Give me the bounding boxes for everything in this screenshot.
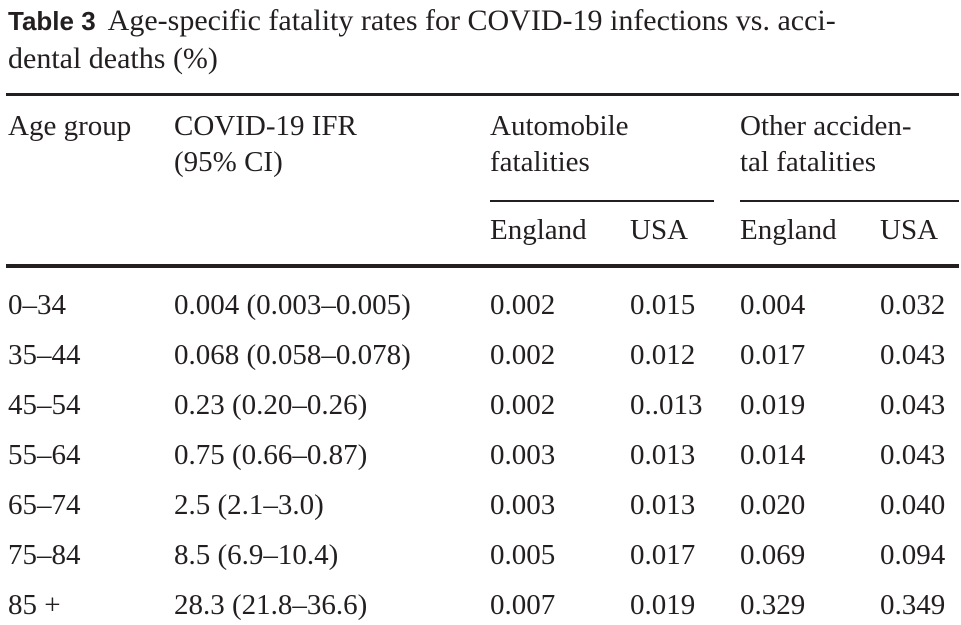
cell-age-group: 55–64 [8,439,81,471]
cell-other-usa: 0.040 [880,489,946,521]
cell-age-group: 75–84 [8,539,81,571]
header-other-line2: tal fatalities [740,146,877,178]
cell-covid-ifr: 0.068 (0.058–0.078) [174,339,411,371]
header-automobile-line1: Automobile [490,110,629,142]
header-covid-line1: COVID-19 IFR [174,110,357,142]
cell-covid-ifr: 0.004 (0.003–0.005) [174,289,411,321]
header-usa-other: USA [880,214,939,246]
header-bottom-rule [6,264,959,268]
caption-line-1: Table 3 Age-specific fatality rates for C… [8,2,958,40]
cell-covid-ifr: 28.3 (21.8–36.6) [174,589,368,621]
cell-auto-england: 0.003 [490,489,556,521]
cell-auto-england: 0.007 [490,589,556,621]
cell-auto-usa: 0..013 [630,389,703,421]
cell-covid-ifr: 0.23 (0.20–0.26) [174,389,368,421]
cell-age-group: 35–44 [8,339,81,371]
cell-other-england: 0.019 [740,389,806,421]
other-subrule [740,200,959,202]
caption-title: Age-specific fatality rates for COVID-19… [107,4,836,37]
cell-auto-england: 0.002 [490,289,556,321]
cell-auto-england: 0.003 [490,439,556,471]
cell-other-usa: 0.094 [880,539,946,571]
cell-other-usa: 0.043 [880,389,946,421]
cell-age-group: 65–74 [8,489,81,521]
top-rule [6,93,959,96]
header-england-automobile: England [490,214,587,246]
cell-age-group: 45–54 [8,389,81,421]
table-caption: Table 3 Age-specific fatality rates for C… [8,2,958,78]
cell-other-england: 0.020 [740,489,806,521]
cell-auto-usa: 0.012 [630,339,696,371]
table-label: Table 3 [8,6,96,36]
cell-age-group: 0–34 [8,289,66,321]
cell-other-england: 0.014 [740,439,806,471]
cell-auto-england: 0.005 [490,539,556,571]
cell-auto-england: 0.002 [490,339,556,371]
cell-other-england: 0.069 [740,539,806,571]
cell-age-group: 85 + [8,589,61,621]
automobile-subrule [490,200,714,202]
cell-other-england: 0.017 [740,339,806,371]
header-age-group: Age group [8,110,132,142]
cell-other-england: 0.329 [740,589,806,621]
cell-covid-ifr: 2.5 (2.1–3.0) [174,489,324,521]
cell-other-usa: 0.032 [880,289,946,321]
header-usa-automobile: USA [630,214,689,246]
cell-other-usa: 0.043 [880,439,946,471]
cell-auto-usa: 0.015 [630,289,696,321]
header-england-other: England [740,214,837,246]
cell-covid-ifr: 8.5 (6.9–10.4) [174,539,339,571]
header-automobile-line2: fatalities [490,146,590,178]
cell-other-usa: 0.043 [880,339,946,371]
cell-other-usa: 0.349 [880,589,946,621]
cell-auto-usa: 0.019 [630,589,696,621]
cell-other-england: 0.004 [740,289,806,321]
cell-auto-usa: 0.013 [630,489,696,521]
cell-auto-usa: 0.017 [630,539,696,571]
cell-auto-england: 0.002 [490,389,556,421]
header-other-line1: Other acciden- [740,110,912,142]
cell-auto-usa: 0.013 [630,439,696,471]
header-covid-line2: (95% CI) [174,146,283,178]
caption-line-2: dental deaths (%) [8,42,218,75]
cell-covid-ifr: 0.75 (0.66–0.87) [174,439,368,471]
